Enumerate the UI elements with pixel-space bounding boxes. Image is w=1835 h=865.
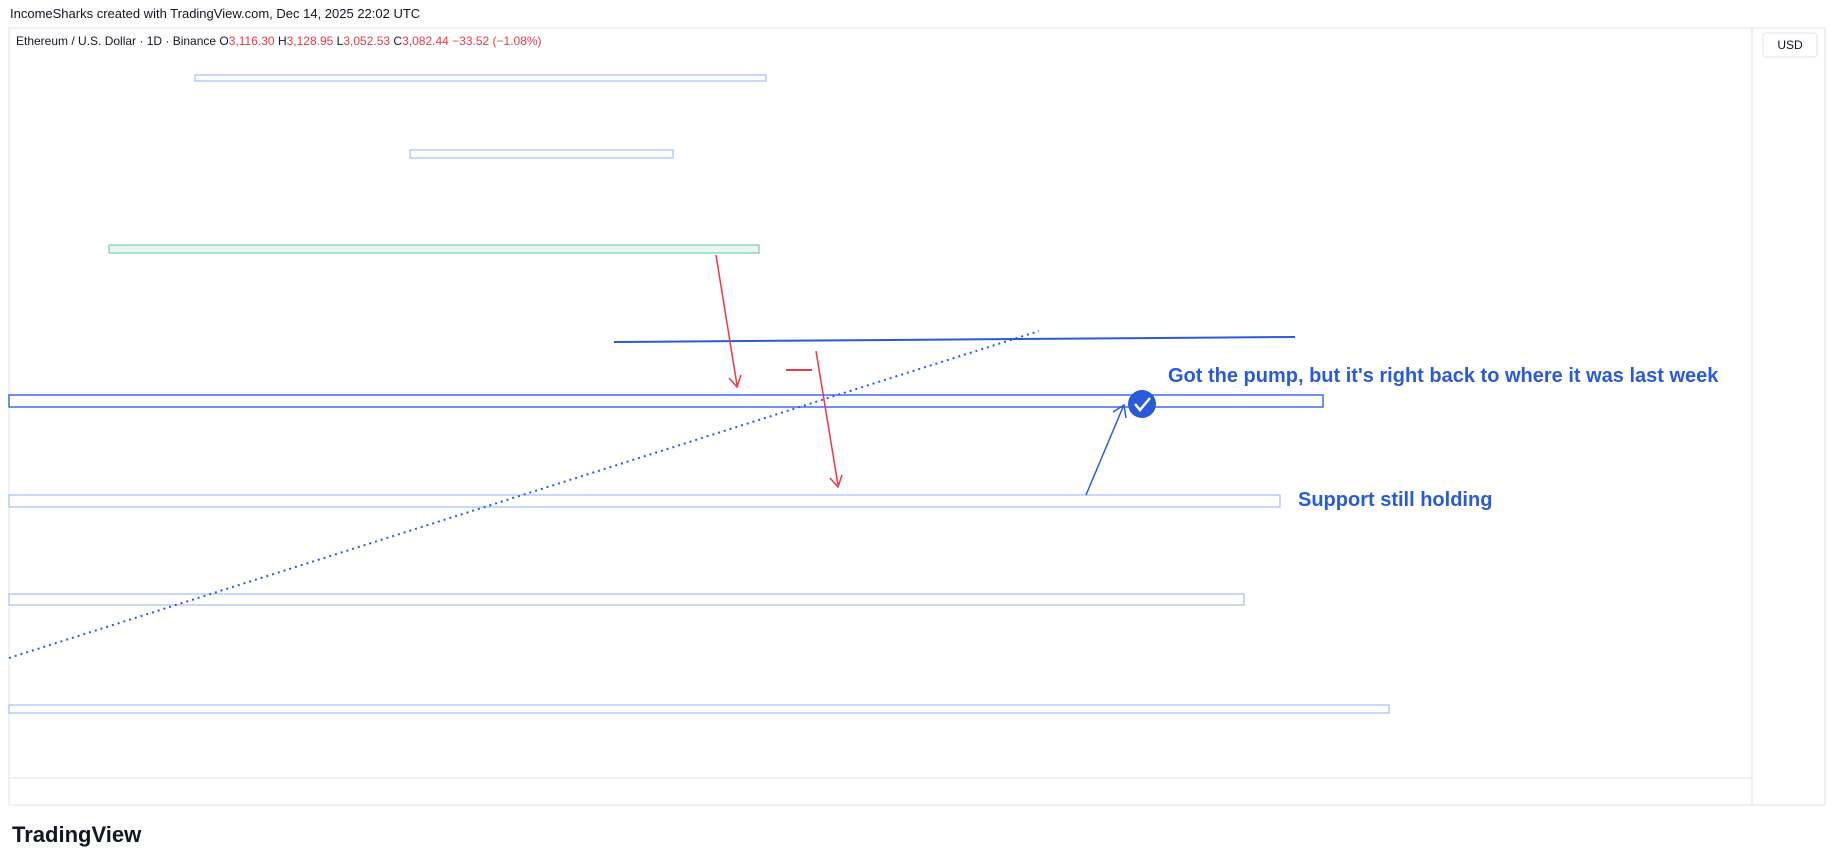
zone (108, 244, 760, 254)
zone (409, 149, 674, 159)
credit: IncomeSharks created with TradingView.co… (10, 6, 421, 21)
zone (8, 394, 1324, 408)
ohlc-l: L (336, 34, 344, 48)
arrow-head (1112, 403, 1127, 419)
arrow-head (829, 474, 843, 489)
annotations: Got the pump, but it's right back to whe… (715, 254, 1719, 511)
symbol: Ethereum / U.S. Dollar · 1D · Binance (16, 34, 217, 48)
arrow (815, 350, 839, 486)
ohlc-l-value: 3,052.53 (343, 34, 391, 48)
check (1134, 397, 1151, 412)
arrow (1085, 406, 1124, 496)
trend-line (613, 336, 1296, 343)
zone (8, 704, 1390, 714)
arrow (715, 254, 738, 386)
zone (8, 494, 1281, 508)
ohlc-o: O (219, 34, 229, 48)
annotation: Support still holding (1298, 489, 1492, 511)
annotation: Got the pump, but it's right back to whe… (1168, 365, 1719, 387)
change: −33.52 (−1.08%) (452, 34, 542, 48)
symbol-header: Ethereum / U.S. Dollar · 1D · Binance O3… (16, 34, 542, 48)
ohlc-c: C (393, 34, 403, 48)
zone (8, 593, 1245, 606)
ohlc-c-value: 3,082.44 (402, 34, 449, 48)
ohlc-h: H (277, 34, 287, 48)
frame (8, 27, 1826, 806)
dotted-trend-line (8, 330, 1040, 659)
ohlc-o-value: 3,116.30 (228, 34, 275, 48)
arrow-head (728, 374, 742, 389)
currency[interactable]: USD (1777, 38, 1803, 52)
check-circle (1128, 390, 1156, 418)
zone (194, 74, 767, 82)
drawings (8, 74, 1390, 714)
currency-box[interactable] (1762, 32, 1818, 58)
ohlc-h-value: 3,128.95 (286, 34, 334, 48)
logo: TradingView (12, 822, 142, 847)
